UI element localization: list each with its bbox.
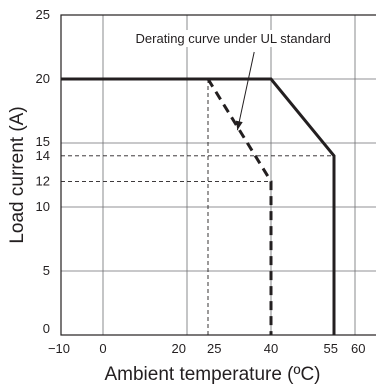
y-tick-label: 0 (43, 321, 50, 336)
ul-derating-line (206, 78, 273, 335)
series-lines (61, 77, 336, 335)
annotation-label: Derating curve under UL standard (136, 31, 331, 46)
y-tick-label: 12 (36, 173, 50, 188)
x-tick-label: 0 (99, 341, 106, 356)
x-axis-label: Ambient temperature (ºC) (104, 364, 320, 385)
y-tick-label: 5 (43, 263, 50, 278)
y-axis-label: Load current (A) (7, 106, 28, 243)
y-tick-label: 14 (36, 148, 50, 163)
gridlines (61, 15, 376, 335)
derating-line (61, 77, 336, 335)
reference-lines (61, 79, 334, 335)
annotation-background (132, 30, 334, 47)
y-tick-label: 20 (36, 71, 50, 86)
x-tick-label: 20 (172, 341, 186, 356)
x-tick-label: 25 (207, 341, 221, 356)
annotation-arrowhead (235, 120, 243, 131)
x-tick-labels: −10 0 20 25 40 55 60 (48, 341, 366, 356)
annotation-arrow (236, 51, 255, 131)
x-tick-label: 55 (324, 341, 338, 356)
y-tick-label: 10 (36, 199, 50, 214)
x-tick-label: 60 (351, 341, 365, 356)
plot-frame (60, 14, 376, 336)
x-tick-label: 40 (264, 341, 278, 356)
annotation-group: Derating curve under UL standard (132, 30, 334, 131)
y-tick-label: 15 (36, 134, 50, 149)
x-tick-label: −10 (48, 341, 70, 356)
y-tick-label: 25 (36, 7, 50, 22)
